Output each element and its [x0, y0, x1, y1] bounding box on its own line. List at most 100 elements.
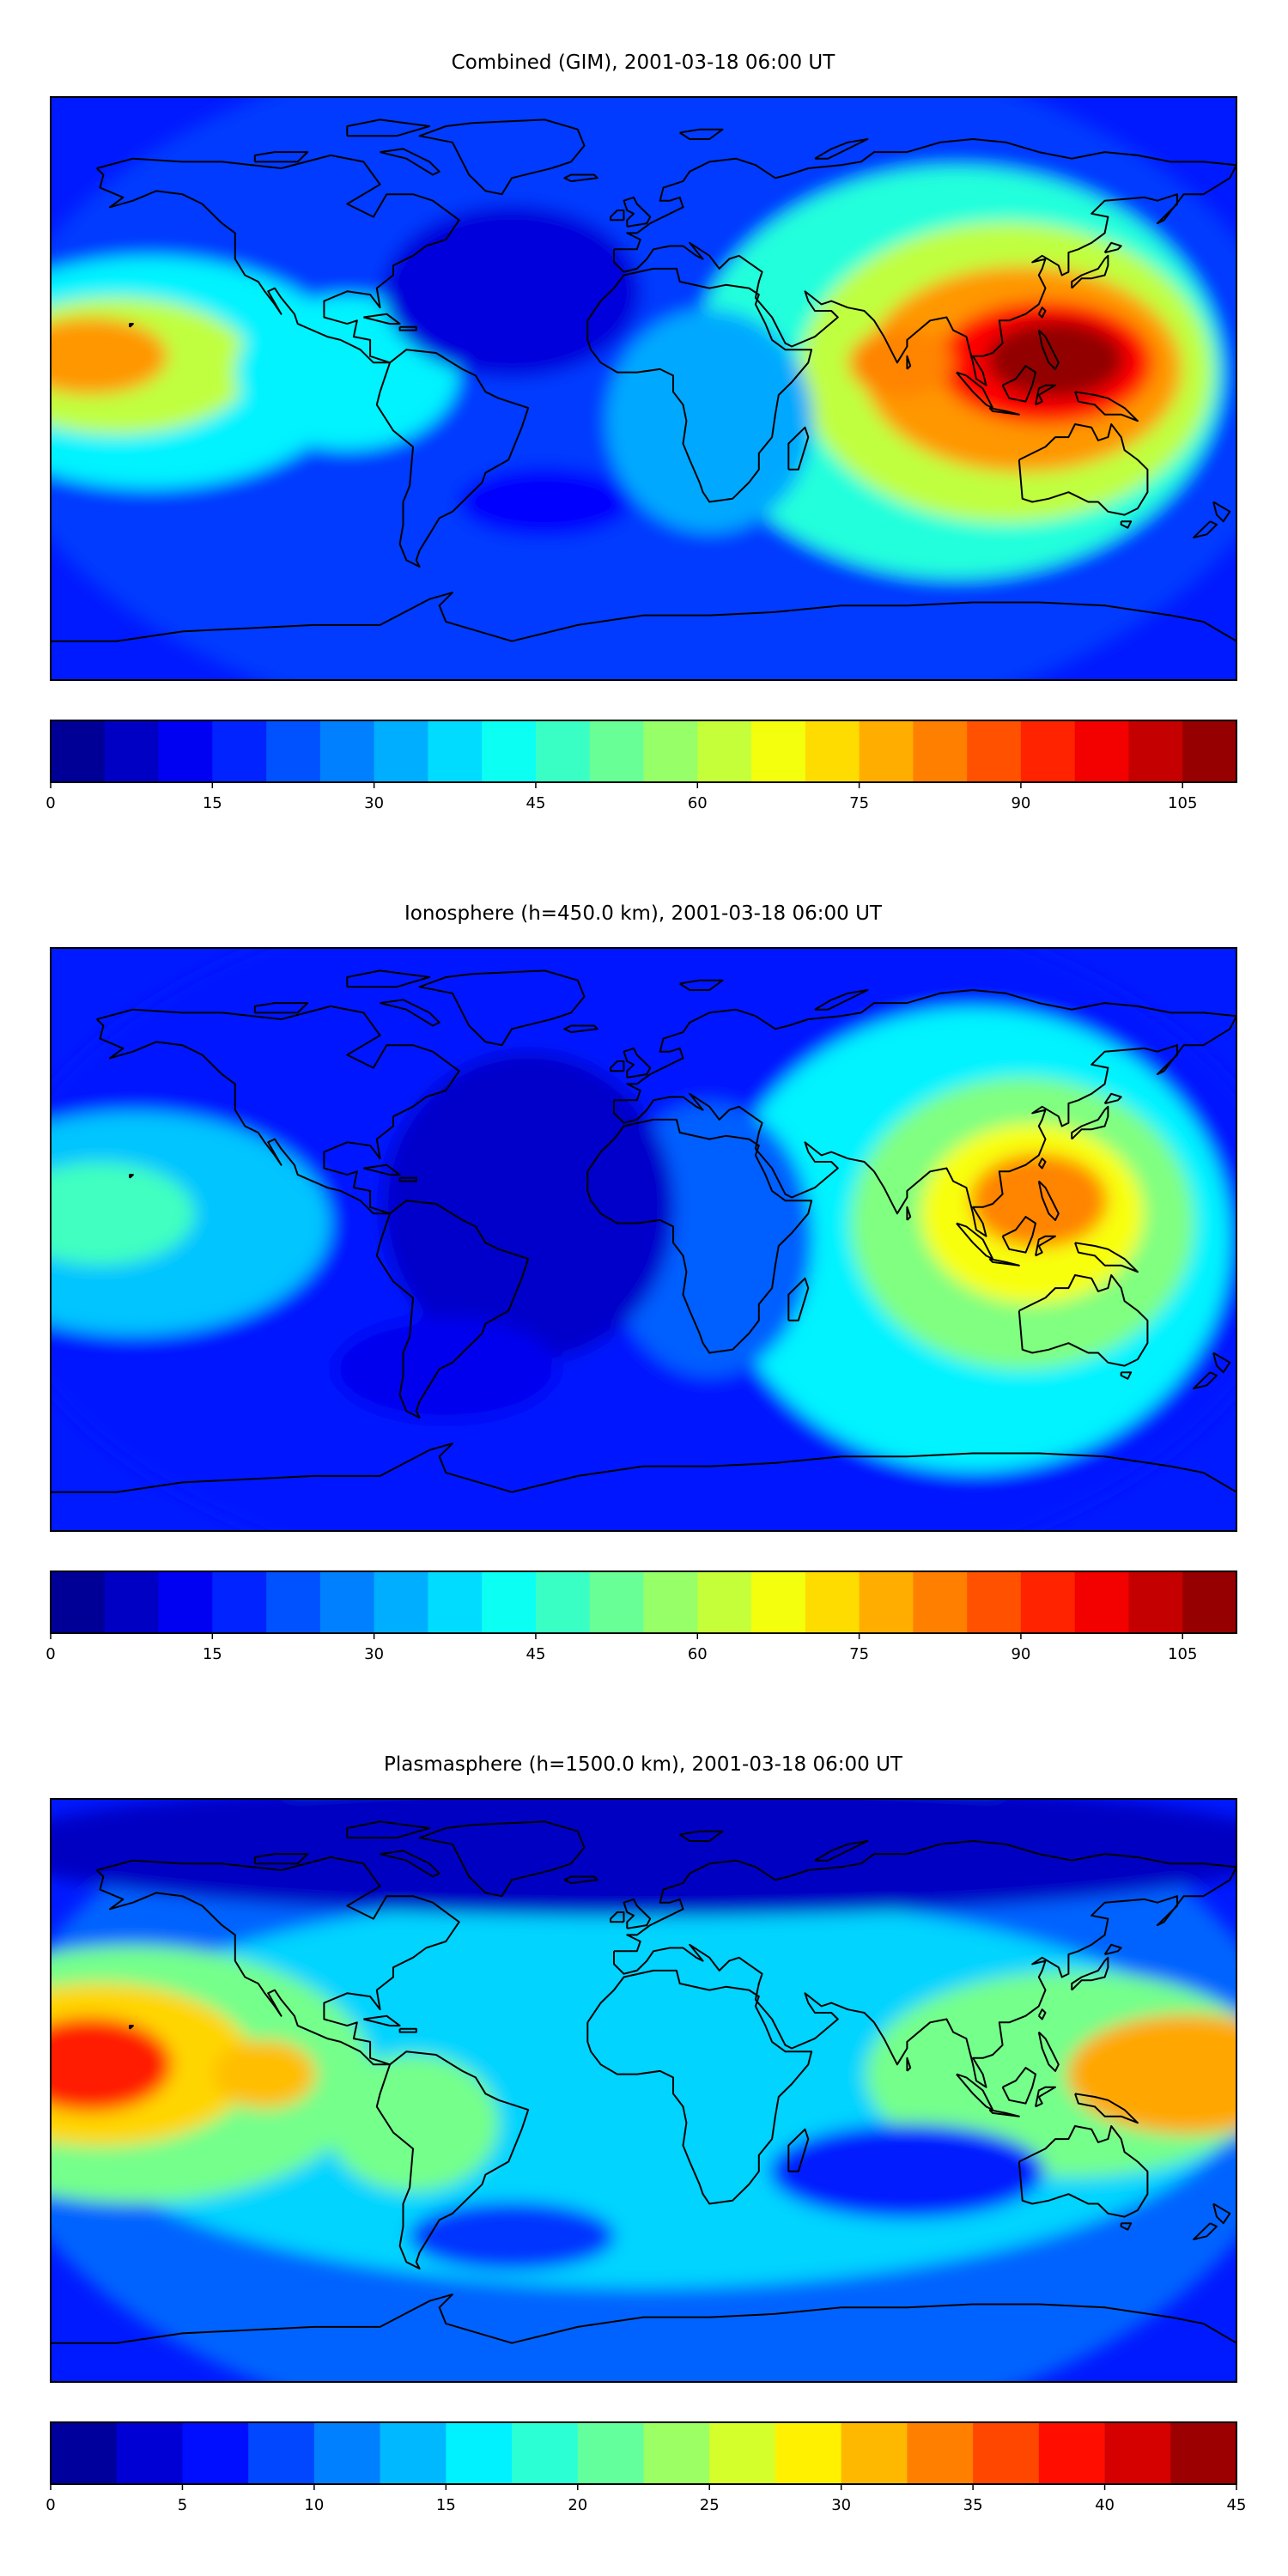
coastline-borneo	[1001, 1216, 1036, 1254]
contour-level	[1066, 2014, 1236, 2135]
coastline-iceland	[563, 1875, 598, 1885]
contour-level	[51, 2017, 173, 2112]
colorbar-tick-label: 15	[436, 2496, 456, 2514]
coastline-tasmania	[1120, 1371, 1133, 1380]
coastline-south-america	[375, 1200, 530, 1419]
coastline-new-guinea	[1074, 1242, 1139, 1273]
colorbar-tick-label: 30	[831, 2496, 851, 2514]
coastline-new-guinea	[1074, 391, 1139, 422]
contour-level	[606, 309, 813, 533]
coastline-new-guinea	[1074, 2093, 1139, 2124]
coastline-philippines	[1037, 329, 1060, 370]
colorbar-tick-label: 5	[178, 2496, 187, 2514]
colorbar-frame	[50, 1571, 1237, 1634]
coastline-cuba	[363, 2014, 401, 2027]
colorbar-segment	[967, 720, 1022, 782]
coastline-baffin-island	[380, 1850, 440, 1878]
colorbar-segment	[1182, 1571, 1237, 1633]
colorbar-tick-label: 20	[568, 2496, 587, 2514]
coastline-eurasia	[613, 989, 1236, 1237]
colorbar-segment	[428, 720, 483, 782]
colorbar-segment	[973, 2422, 1040, 2484]
colorbar-segment	[51, 1571, 106, 1633]
contour-level	[987, 320, 1125, 398]
colorbar-segment	[374, 1571, 429, 1633]
panel-ionosphere: Ionosphere (h=450.0 km), 2001-03-18 06:0…	[46, 902, 1237, 1663]
colorbar-segment	[1128, 1571, 1183, 1633]
colorbar-segment	[643, 1571, 698, 1633]
map-frame-ionosphere	[50, 947, 1237, 1532]
coastline-cuba	[363, 1163, 401, 1176]
coastline-greenland	[418, 1820, 586, 1898]
colorbar-frame	[50, 2421, 1237, 2485]
coastline-svalbard	[679, 128, 724, 140]
colorbar-segment	[841, 2422, 908, 2484]
coastline-iceland	[563, 173, 598, 183]
colorbar-tick-label: 75	[849, 794, 869, 812]
colorbar-segment	[643, 720, 698, 782]
colorbar-segment	[1020, 1571, 1076, 1633]
coastline-philippines	[1037, 1180, 1060, 1221]
colorbar-segment	[158, 1571, 213, 1633]
colorbar-tick-label: 30	[364, 794, 384, 812]
coastline-victoria-island	[253, 1002, 309, 1014]
colorbar-segment	[248, 2422, 315, 2484]
colorbar-segment	[374, 720, 429, 782]
colorbar-segment	[697, 1571, 752, 1633]
coastline-antarctica	[51, 2293, 1236, 2344]
colorbar-tick-label: 0	[46, 794, 55, 812]
coastline-japan	[1071, 1956, 1109, 1991]
map-combined	[51, 97, 1236, 680]
colorbar-segment	[1074, 1571, 1130, 1633]
colorbar-segment	[1128, 720, 1183, 782]
coastline-java	[988, 2109, 1020, 2117]
colorbar-segment	[116, 2422, 184, 2484]
colorbar-segment	[51, 720, 106, 782]
coastline-baffin-island	[380, 148, 440, 176]
coastline-sri-lanka	[906, 2057, 912, 2072]
coastline-ellesmere-island	[346, 118, 431, 137]
coastline-hokkaido	[1103, 1092, 1122, 1105]
colorbar-tick-label: 0	[46, 2496, 55, 2514]
colorbar-segment	[482, 1571, 537, 1633]
coastline-sri-lanka	[906, 1206, 912, 1221]
coastline-philippines	[1037, 2031, 1060, 2072]
coastline-svalbard	[679, 979, 724, 991]
coastline-ellesmere-island	[346, 1820, 431, 1839]
colorbar-frame	[50, 720, 1237, 783]
field-contours	[51, 97, 1236, 680]
colorbar-tick-label: 60	[688, 1645, 708, 1663]
colorbar-segment	[709, 2422, 776, 2484]
colorbar-segment	[535, 720, 591, 782]
colorbar-tick-label: 90	[1011, 794, 1030, 812]
panel-title-ionosphere: Ionosphere (h=450.0 km), 2001-03-18 06:0…	[404, 902, 883, 925]
colorbar-segment	[428, 1571, 483, 1633]
colorbar-segment	[751, 1571, 806, 1633]
colorbar-segment	[859, 720, 914, 782]
coastline-madagascar	[787, 1277, 810, 1321]
colorbar-tick-label: 0	[46, 1645, 55, 1663]
panel-plasmasphere: Plasmasphere (h=1500.0 km), 2001-03-18 0…	[46, 1753, 1246, 2514]
coastline-novaya-zemlya	[814, 1840, 869, 1862]
coastline-sulawesi	[1035, 1235, 1056, 1257]
map-frame-plasmasphere	[50, 1798, 1237, 2383]
colorbar-segment	[805, 1571, 860, 1633]
coastline-africa	[586, 1969, 813, 2205]
coastline-japan	[1071, 1105, 1109, 1140]
map-ionosphere	[51, 948, 1236, 1531]
panel-title-plasmasphere: Plasmasphere (h=1500.0 km), 2001-03-18 0…	[384, 1753, 903, 1776]
colorbar-segment	[775, 2422, 842, 2484]
colorbar-segment	[751, 720, 806, 782]
contour-level	[409, 2202, 616, 2271]
coastline-novaya-zemlya	[814, 989, 869, 1011]
coastline-java	[988, 407, 1020, 416]
colorbar-tick-label: 105	[1168, 1645, 1197, 1663]
coastline-north-america	[96, 154, 460, 364]
colorbar-segment	[51, 2422, 118, 2484]
colorbar-plasmasphere: 0 5 10 15 20 25 30 35 40 45	[46, 2421, 1246, 2514]
coastline-greenland	[418, 118, 586, 196]
coastline-cuba	[363, 313, 401, 325]
coastline-ireland	[610, 210, 625, 222]
colorbar-segment	[859, 1571, 914, 1633]
